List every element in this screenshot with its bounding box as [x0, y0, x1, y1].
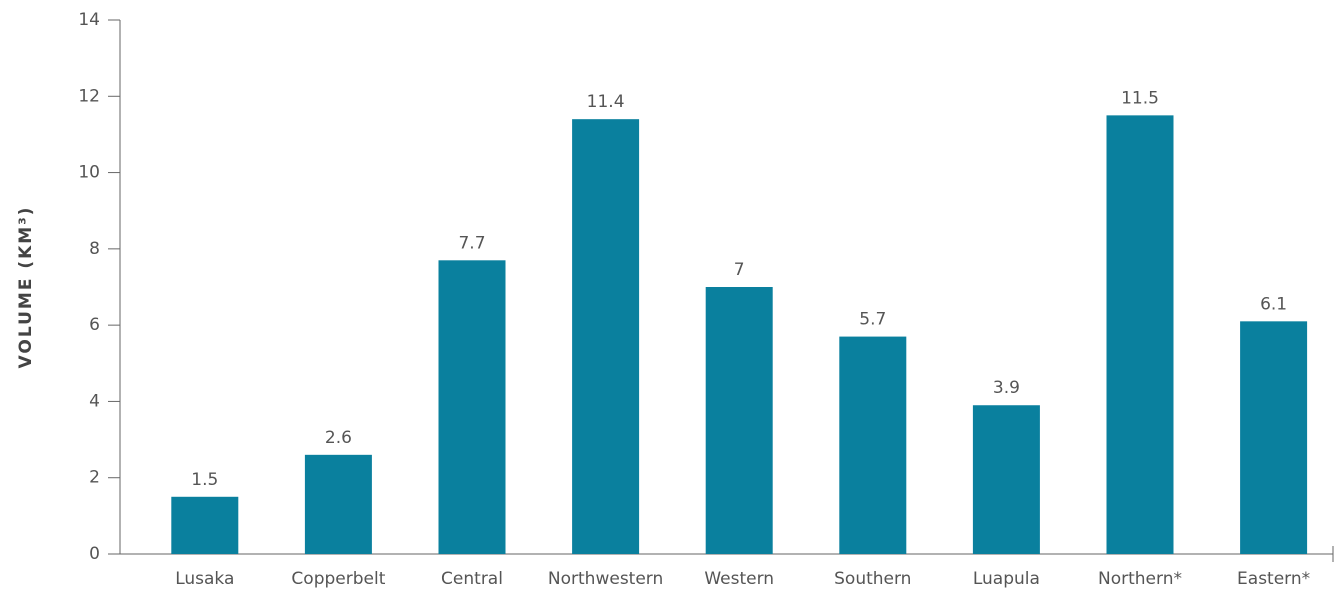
- data-label: 11.5: [1121, 88, 1159, 108]
- bar: [304, 454, 372, 554]
- x-tick-label: Western: [704, 569, 774, 589]
- data-label: 3.9: [993, 378, 1020, 398]
- data-label: 5.7: [859, 310, 886, 330]
- data-label: 6.1: [1260, 294, 1287, 314]
- data-label: 11.4: [587, 92, 625, 112]
- data-label: 7: [734, 260, 745, 280]
- y-tick-label: 10: [78, 163, 100, 183]
- data-label: 2.6: [325, 428, 352, 448]
- x-tick-label: Northern*: [1098, 569, 1182, 589]
- y-tick-label: 4: [89, 391, 100, 411]
- y-axis-title: VOLUME (KM³): [16, 206, 36, 369]
- x-tick-label: Lusaka: [175, 569, 234, 589]
- x-tick-label: Luapula: [973, 569, 1040, 589]
- y-tick-label: 0: [89, 544, 100, 564]
- data-label: 7.7: [458, 233, 485, 253]
- bar: [972, 405, 1040, 554]
- bar: [1240, 321, 1308, 554]
- y-tick-label: 2: [89, 468, 100, 488]
- bar: [438, 260, 506, 554]
- data-label: 1.5: [191, 470, 218, 490]
- bar: [705, 287, 773, 554]
- x-tick-label: Eastern*: [1237, 569, 1310, 589]
- x-tick-label: Central: [441, 569, 503, 589]
- x-tick-label: Southern: [834, 569, 911, 589]
- y-tick-label: 14: [78, 10, 100, 30]
- y-tick-label: 6: [89, 315, 100, 335]
- bar: [839, 336, 907, 554]
- x-tick-label: Northwestern: [548, 569, 663, 589]
- y-tick-label: 8: [89, 239, 100, 259]
- bar: [171, 496, 239, 554]
- bar: [1106, 115, 1174, 554]
- x-tick-label: Copperbelt: [291, 569, 385, 589]
- bar: [572, 119, 640, 555]
- y-tick-label: 12: [78, 86, 100, 106]
